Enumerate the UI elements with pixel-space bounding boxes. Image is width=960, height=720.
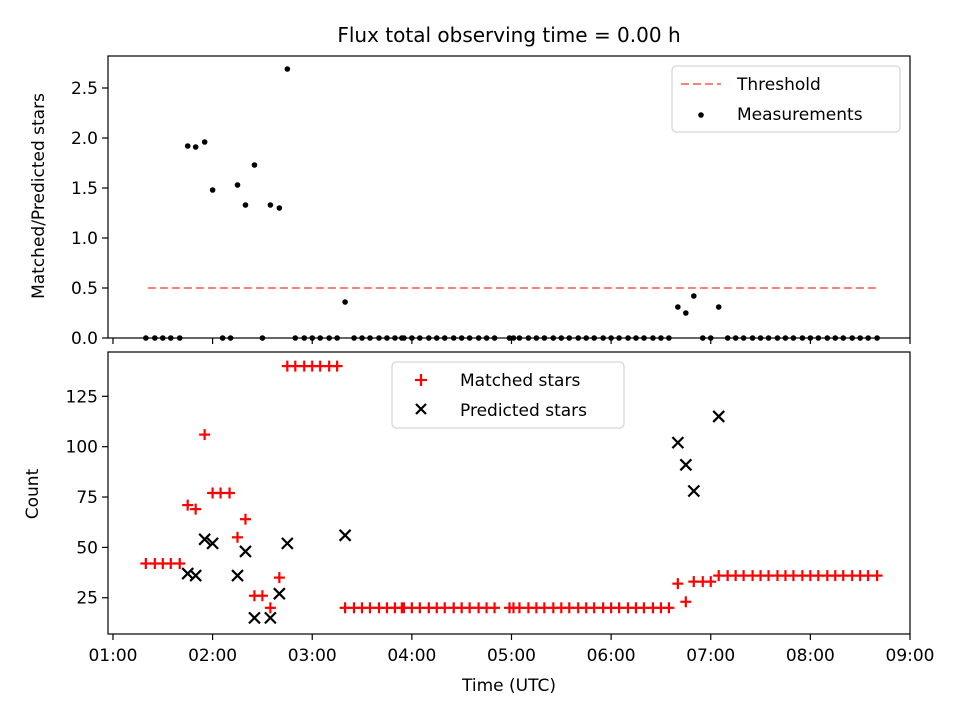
top-y-tick-label: 2.0 xyxy=(71,129,98,149)
top-y-tick-label: 0.5 xyxy=(71,279,98,299)
measurement-point xyxy=(715,304,722,310)
measurement-point xyxy=(284,66,291,72)
predicted-star-marker xyxy=(687,484,701,498)
x-tick-label: 08:00 xyxy=(786,646,835,666)
measurement-point xyxy=(342,299,348,305)
measurement-point xyxy=(267,202,274,208)
predicted-stars-points xyxy=(181,410,725,625)
matched-star-marker xyxy=(273,572,285,584)
measurement-point xyxy=(242,202,249,208)
x-tick-label: 03:00 xyxy=(288,646,337,666)
x-tick-label: 04:00 xyxy=(387,646,436,666)
legend-measurements-swatch xyxy=(698,112,704,118)
predicted-star-marker xyxy=(671,436,685,449)
matched-star-marker xyxy=(224,487,236,499)
top-legend: Threshold Measurements xyxy=(671,65,901,133)
top-y-axis-label: Matched/Predicted stars xyxy=(29,93,49,299)
bottom-y-tick-label: 50 xyxy=(76,538,98,558)
bottom-legend-box xyxy=(391,361,625,429)
predicted-star-marker xyxy=(206,537,219,550)
matched-star-marker xyxy=(489,602,501,614)
measurement-point xyxy=(691,293,697,299)
matched-star-marker xyxy=(190,503,202,515)
x-tick-label: 02:00 xyxy=(188,646,237,666)
measurement-point xyxy=(234,182,241,188)
top-axis-ticks: 0.0 0.5 1.0 1.5 2.0 2.5 xyxy=(71,79,911,349)
matched-star-marker xyxy=(232,531,244,543)
matched-star-marker xyxy=(199,429,211,441)
matched-star-marker xyxy=(239,513,251,525)
matched-star-marker xyxy=(871,570,883,582)
matched-star-marker xyxy=(705,576,717,588)
predicted-star-marker xyxy=(248,611,261,625)
legend-matched-swatch xyxy=(415,374,427,386)
matched-star-marker xyxy=(680,596,692,608)
matched-star-marker xyxy=(331,360,343,372)
measurement-point xyxy=(683,310,689,316)
bottom-y-tick-label: 125 xyxy=(66,387,98,407)
legend-measurements-label: Measurements xyxy=(737,105,863,125)
x-axis-label: Time (UTC) xyxy=(461,676,556,696)
top-y-tick-label: 0.0 xyxy=(71,329,98,349)
predicted-star-marker xyxy=(679,458,693,472)
bottom-axis-ticks: 25 50 75 100 125 01:00 02:00 03:00 04:00 05:00 06:… xyxy=(66,387,935,666)
x-tick-label: 01:00 xyxy=(88,646,137,666)
bottom-y-axis-label: Count xyxy=(23,468,43,519)
matched-star-marker xyxy=(663,602,675,614)
bottom-legend: Matched stars Predicted stars xyxy=(391,361,625,429)
legend-threshold-label: Threshold xyxy=(736,75,821,95)
predicted-star-marker xyxy=(264,611,277,625)
count-panel: 25 50 75 100 125 01:00 02:00 03:00 04:00 05:00 06:… xyxy=(23,351,935,696)
measurement-point xyxy=(209,187,216,193)
bottom-axes-frame xyxy=(107,351,911,635)
predicted-star-marker xyxy=(273,587,286,600)
legend-matched-label: Matched stars xyxy=(460,371,580,391)
measurement-point xyxy=(276,205,283,211)
predicted-star-marker xyxy=(712,410,725,423)
legend-predicted-swatch xyxy=(415,403,427,415)
measurement-point xyxy=(184,143,191,149)
x-tick-label: 05:00 xyxy=(487,646,536,666)
bottom-y-tick-label: 100 xyxy=(66,438,98,458)
matched-star-marker xyxy=(256,590,268,602)
matched-stars-points xyxy=(140,360,883,614)
bottom-y-tick-label: 25 xyxy=(76,589,98,609)
matched-star-marker xyxy=(672,578,684,590)
predicted-star-marker xyxy=(198,533,211,546)
measurement-point xyxy=(675,304,681,310)
matched-star-marker xyxy=(264,602,276,614)
legend-predicted-label: Predicted stars xyxy=(460,401,587,421)
predicted-star-marker xyxy=(231,569,244,582)
measurement-point xyxy=(192,144,199,150)
predicted-star-marker xyxy=(189,569,202,582)
x-tick-label: 07:00 xyxy=(686,646,735,666)
predicted-star-marker xyxy=(338,529,352,542)
top-legend-box xyxy=(671,65,901,133)
x-tick-label: 09:00 xyxy=(886,646,935,666)
top-axes-frame xyxy=(107,55,911,339)
matched-star-marker xyxy=(174,558,186,569)
predicted-star-marker xyxy=(281,537,294,550)
predicted-star-marker xyxy=(239,545,252,558)
x-tick-label: 06:00 xyxy=(587,646,636,666)
top-y-tick-label: 2.5 xyxy=(71,79,98,99)
top-y-tick-label: 1.0 xyxy=(71,229,98,249)
top-y-tick-label: 1.5 xyxy=(71,179,98,199)
bottom-y-tick-label: 75 xyxy=(76,488,98,508)
chart-title: Flux total observing time = 0.00 h xyxy=(337,23,680,47)
measurement-point xyxy=(251,162,258,168)
measurement-point xyxy=(201,139,208,145)
ratio-panel: 0.0 0.5 1.0 1.5 2.0 2.5 Matched/Predicted sta… xyxy=(29,55,911,349)
matched-star-marker xyxy=(182,499,194,511)
